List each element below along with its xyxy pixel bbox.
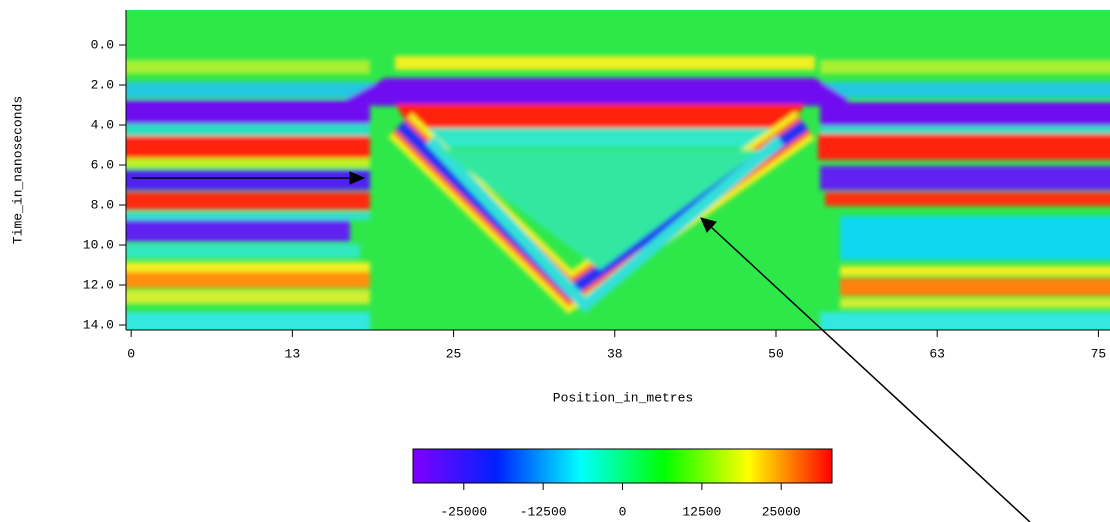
colorbar-tick-label: 0 — [619, 504, 627, 519]
x-tick-label: 13 — [285, 346, 301, 361]
colorbar-tick-label: -25000 — [440, 504, 487, 519]
y-tick-label: 10.0 — [83, 237, 114, 252]
x-tick-label: 38 — [607, 346, 623, 361]
x-axis-label: Position_in_metres — [553, 390, 693, 405]
y-tick-label: 14.0 — [83, 317, 114, 332]
x-tick-label: 63 — [929, 346, 945, 361]
colorbar-tick-label: 12500 — [682, 504, 721, 519]
y-tick-label: 6.0 — [91, 157, 114, 172]
x-tick-label: 50 — [768, 346, 784, 361]
colorbar — [412, 448, 833, 484]
y-tick-label: 2.0 — [91, 77, 114, 92]
x-tick-label: 25 — [446, 346, 462, 361]
colorbar-tick-label: -12500 — [520, 504, 567, 519]
radargram — [126, 10, 1110, 330]
x-tick-label: 0 — [127, 346, 135, 361]
y-tick-label: 0.0 — [91, 37, 114, 52]
colorbar-tick-label: 25000 — [762, 504, 801, 519]
y-tick-label: 12.0 — [83, 277, 114, 292]
x-tick-label: 75 — [1091, 346, 1107, 361]
y-tick-label: 4.0 — [91, 117, 114, 132]
y-axis-label: Time_in_nanoseconds — [10, 96, 25, 244]
y-tick-label: 8.0 — [91, 197, 114, 212]
annotation-arrows — [132, 171, 1031, 522]
